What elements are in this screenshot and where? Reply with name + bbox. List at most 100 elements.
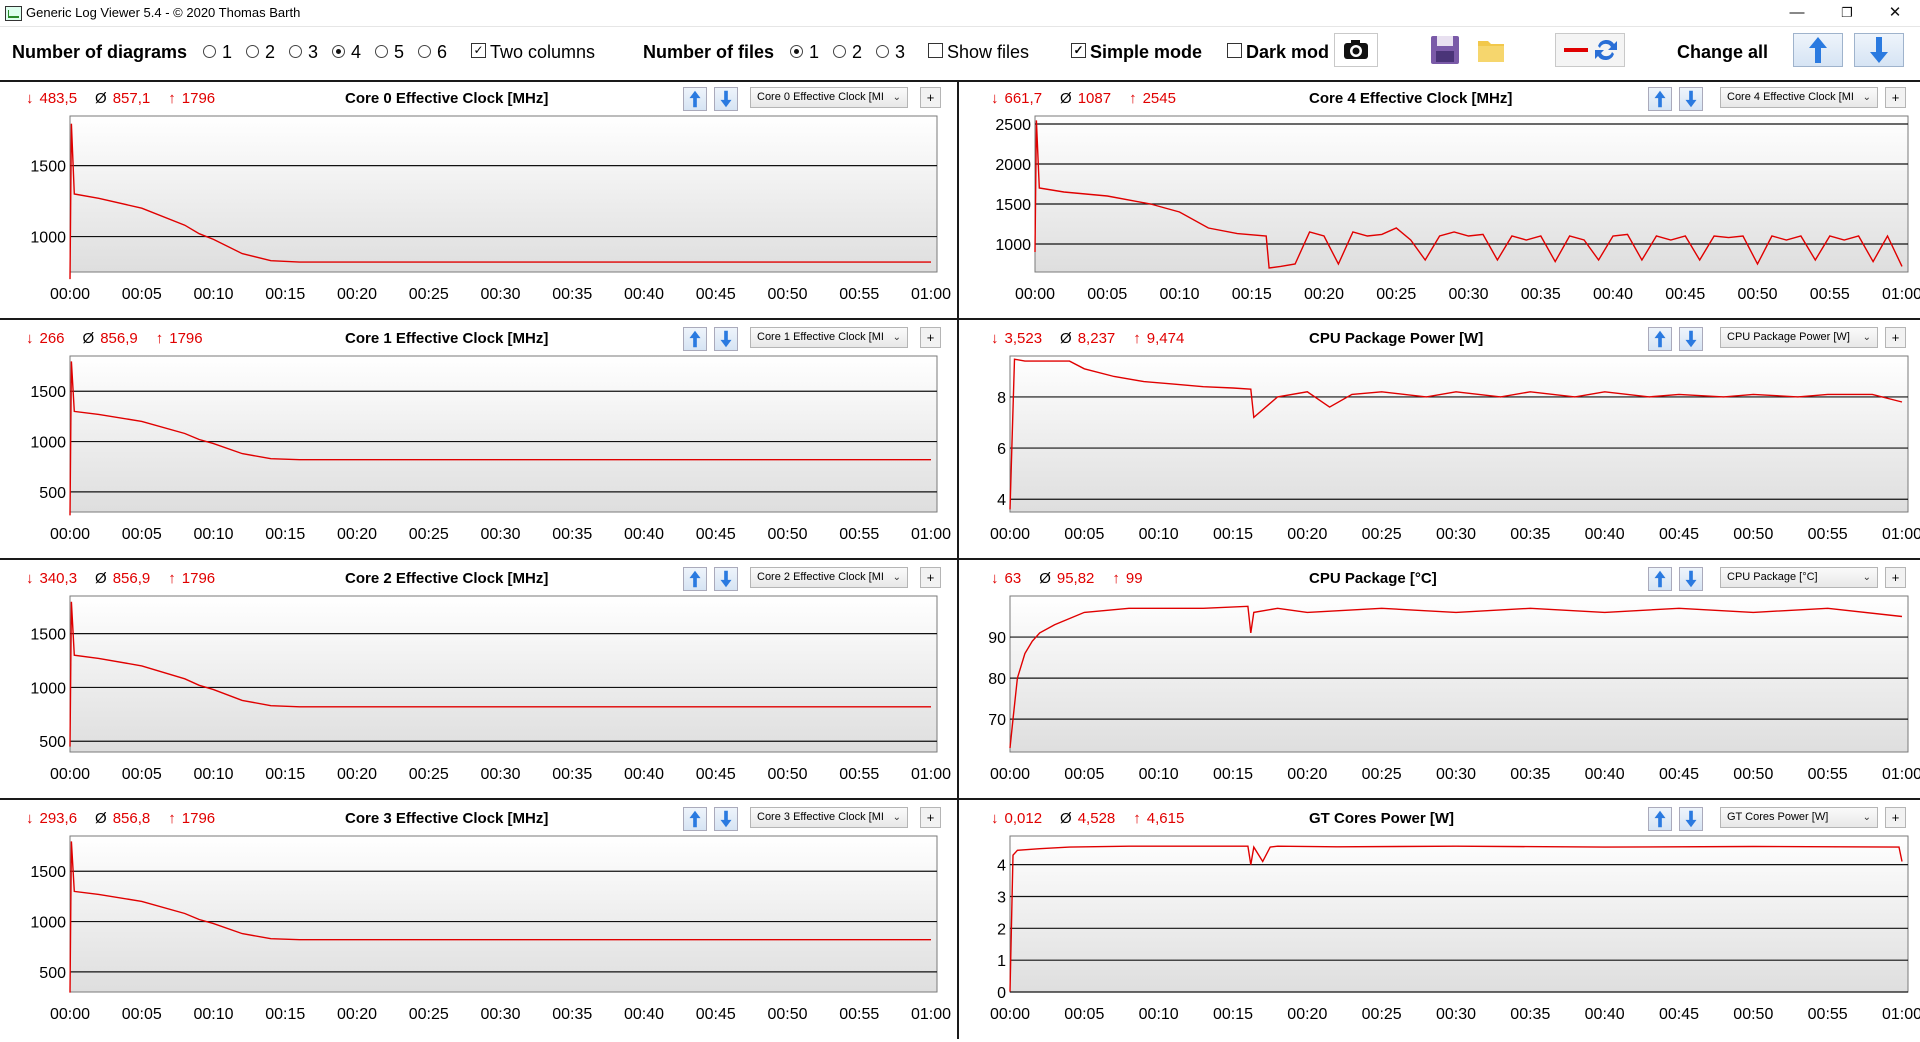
add-series-button[interactable]: + [1885,567,1906,588]
move-up-button[interactable] [1648,807,1672,831]
move-down-button[interactable] [1679,807,1703,831]
x-tick-label: 00:05 [1064,766,1104,783]
x-tick-label: 00:15 [1213,526,1253,543]
radio-icon [833,44,846,58]
move-down-button[interactable] [714,807,738,831]
add-series-button[interactable]: + [920,327,941,348]
x-tick-label: 00:45 [1659,526,1699,543]
diagram-radio-6[interactable]: 6 [418,42,447,63]
series-select[interactable]: GT Cores Power [W] ⌄ [1720,807,1878,828]
plot-area [69,115,938,273]
stat-avg: 856,8 [112,810,151,827]
diagram-radio-4[interactable]: 4 [332,42,361,63]
move-up-button[interactable] [683,567,707,591]
folder-icon[interactable] [1474,33,1510,67]
move-up-button[interactable] [683,807,707,831]
save-icon[interactable] [1428,33,1464,67]
move-up-button[interactable] [683,87,707,111]
move-down-button[interactable] [714,327,738,351]
minimize-button[interactable]: — [1789,4,1805,21]
y-tick-label: 90 [988,630,1006,647]
checkbox-checked-icon: ✓ [471,42,486,58]
show-files-checkbox[interactable]: Show files [928,42,1029,63]
y-tick-label: 0 [997,985,1006,1002]
series-select[interactable]: CPU Package Power [W] ⌄ [1720,327,1878,348]
add-series-button[interactable]: + [1885,807,1906,828]
file-radio-3[interactable]: 3 [876,42,905,63]
x-tick-label: 00:55 [1808,1006,1848,1023]
move-down-button[interactable] [1679,327,1703,351]
move-down-button[interactable] [1679,87,1703,111]
restore-button[interactable]: ❐ [1841,5,1853,20]
stat-min: 661,7 [1004,90,1043,107]
row-divider [0,318,1920,320]
two-columns-checkbox[interactable]: ✓ Two columns [471,42,595,63]
close-button[interactable]: ✕ [1888,4,1902,21]
simple-mode-checkbox[interactable]: ✓ Simple mode [1071,42,1202,63]
x-tick-label: 00:05 [122,766,162,783]
add-series-button[interactable]: + [920,87,941,108]
move-down-button[interactable] [714,567,738,591]
x-tick-label: 00:05 [1064,1006,1104,1023]
stats-readout: ↓ 661,7 Ø 1087 ↑ 2545 [991,90,1194,107]
series-select[interactable]: Core 4 Effective Clock [MI ⌄ [1720,87,1878,108]
move-up-button[interactable] [1648,567,1672,591]
diagram-radio-5[interactable]: 5 [375,42,404,63]
move-up-button[interactable] [1648,87,1672,111]
x-tick-label: 00:30 [480,526,520,543]
series-select[interactable]: Core 2 Effective Clock [MI ⌄ [750,567,908,588]
move-down-button[interactable] [714,87,738,111]
stat-avg: 857,1 [112,90,151,107]
series-select[interactable]: Core 1 Effective Clock [MI ⌄ [750,327,908,348]
diagram-radio-3[interactable]: 3 [289,42,318,63]
stat-max: 99 [1125,570,1143,587]
plot-area [1009,835,1909,993]
stats-readout: ↓ 483,5 Ø 857,1 ↑ 1796 [26,90,233,107]
x-tick-label: 00:35 [1521,286,1561,303]
x-tick-label: 00:20 [337,766,377,783]
arrow-down-icon [1685,90,1697,108]
add-series-button[interactable]: + [1885,327,1906,348]
x-tick-label: 00:50 [767,526,807,543]
title-bar: Generic Log Viewer 5.4 - © 2020 Thomas B… [0,0,1920,27]
arrow-up-icon [1654,810,1666,828]
y-tick-label: 1000 [30,915,66,932]
file-radio-2[interactable]: 2 [833,42,862,63]
add-series-button[interactable]: + [920,807,941,828]
diagram-radio-2[interactable]: 2 [246,42,275,63]
panel-title: GT Cores Power [W] [1309,810,1455,827]
line-swap-icon[interactable] [1555,33,1625,67]
add-series-button[interactable]: + [1885,87,1906,108]
stat-min: 3,523 [1004,330,1043,347]
stats-readout: ↓ 63 Ø 95,82 ↑ 99 [991,570,1161,587]
move-up-button[interactable] [1648,327,1672,351]
x-tick-label: 00:40 [1585,766,1625,783]
avg-symbol: Ø [1060,810,1072,827]
x-tick-label: 00:55 [839,526,879,543]
diagram-radio-1[interactable]: 1 [203,42,232,63]
radio-icon [375,44,388,58]
chevron-down-icon: ⌄ [1862,812,1871,823]
y-tick-label: 6 [997,441,1006,458]
x-tick-label: 00:25 [409,286,449,303]
series-select[interactable]: Core 0 Effective Clock [MI ⌄ [750,87,908,108]
series-select[interactable]: CPU Package [°C] ⌄ [1720,567,1878,588]
dark-mode-checkbox[interactable]: Dark mod [1227,42,1329,63]
file-radio-1[interactable]: 1 [790,42,819,63]
y-tick-label: 1500 [30,384,66,401]
stats-readout: ↓ 340,3 Ø 856,9 ↑ 1796 [26,570,233,587]
arrow-up-icon [689,90,701,108]
x-tick-label: 01:00 [911,526,951,543]
add-series-button[interactable]: + [920,567,941,588]
move-up-button[interactable] [683,327,707,351]
series-select[interactable]: Core 3 Effective Clock [MI ⌄ [750,807,908,828]
diagram-panel: 70 80 90 00:00 00:05 00:10 00:15 00:20 00:25 00:3… [965,562,1920,800]
arrow-up-icon[interactable] [1793,33,1843,67]
move-down-button[interactable] [1679,567,1703,591]
camera-icon[interactable] [1334,33,1378,67]
radio-selected-icon [790,44,803,58]
arrow-down-icon[interactable] [1854,33,1904,67]
series-line [1009,845,1903,992]
y-tick-label: 4 [997,492,1006,509]
x-tick-label: 00:10 [193,286,233,303]
